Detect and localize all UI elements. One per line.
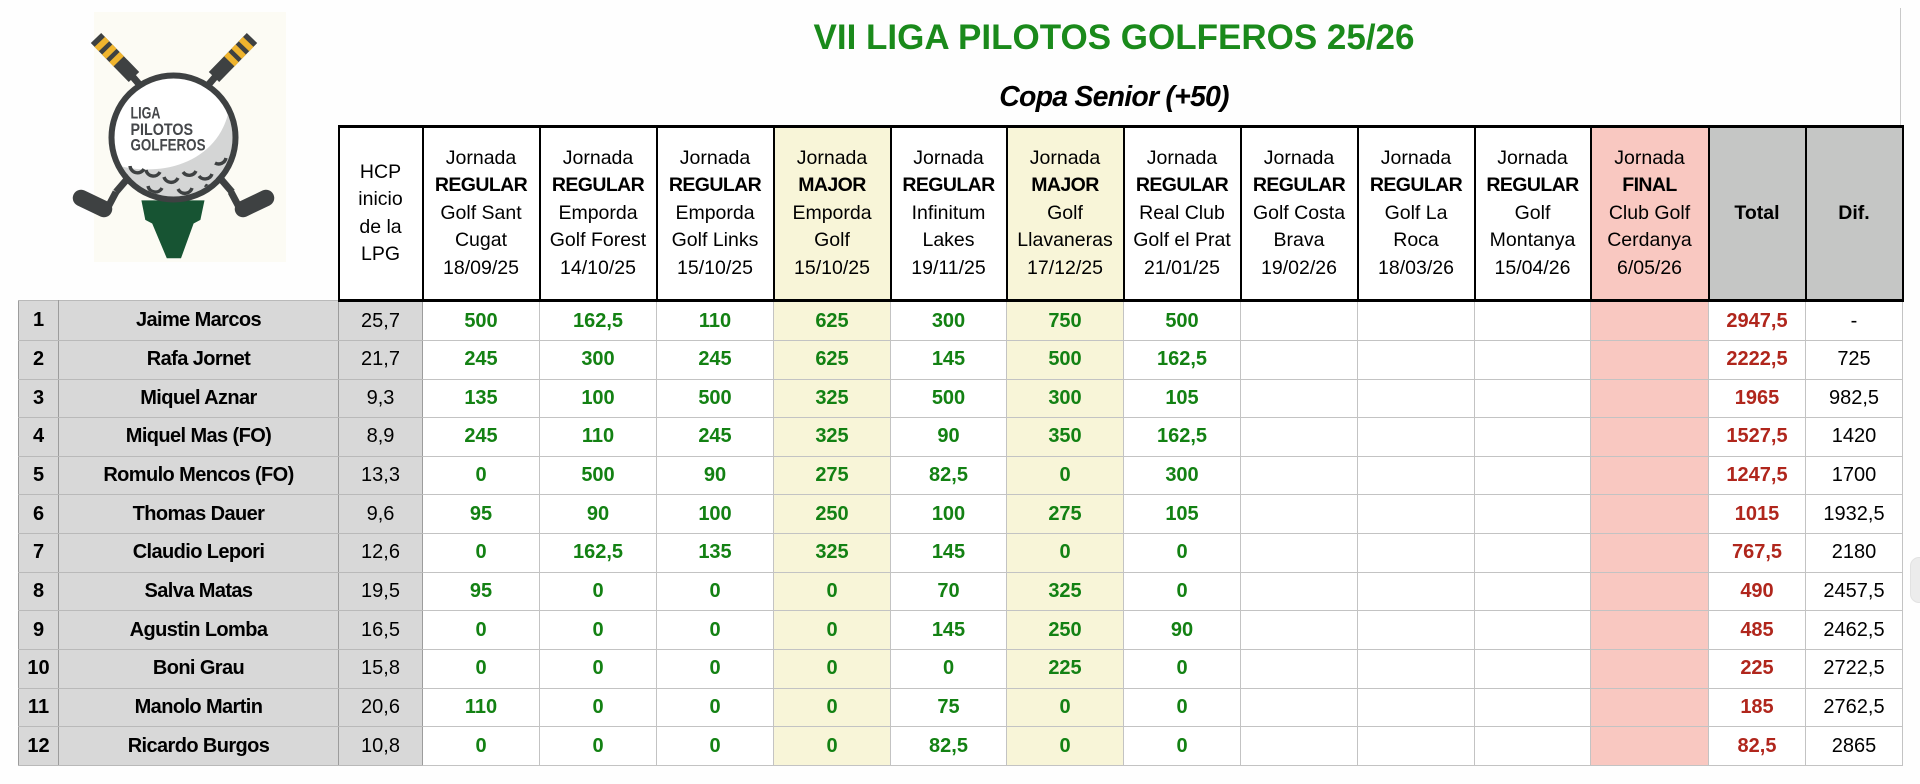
svg-text:GOLFEROS: GOLFEROS xyxy=(131,137,206,155)
svg-text:LIGA: LIGA xyxy=(131,105,161,123)
svg-text:PILOTOS: PILOTOS xyxy=(131,121,194,139)
